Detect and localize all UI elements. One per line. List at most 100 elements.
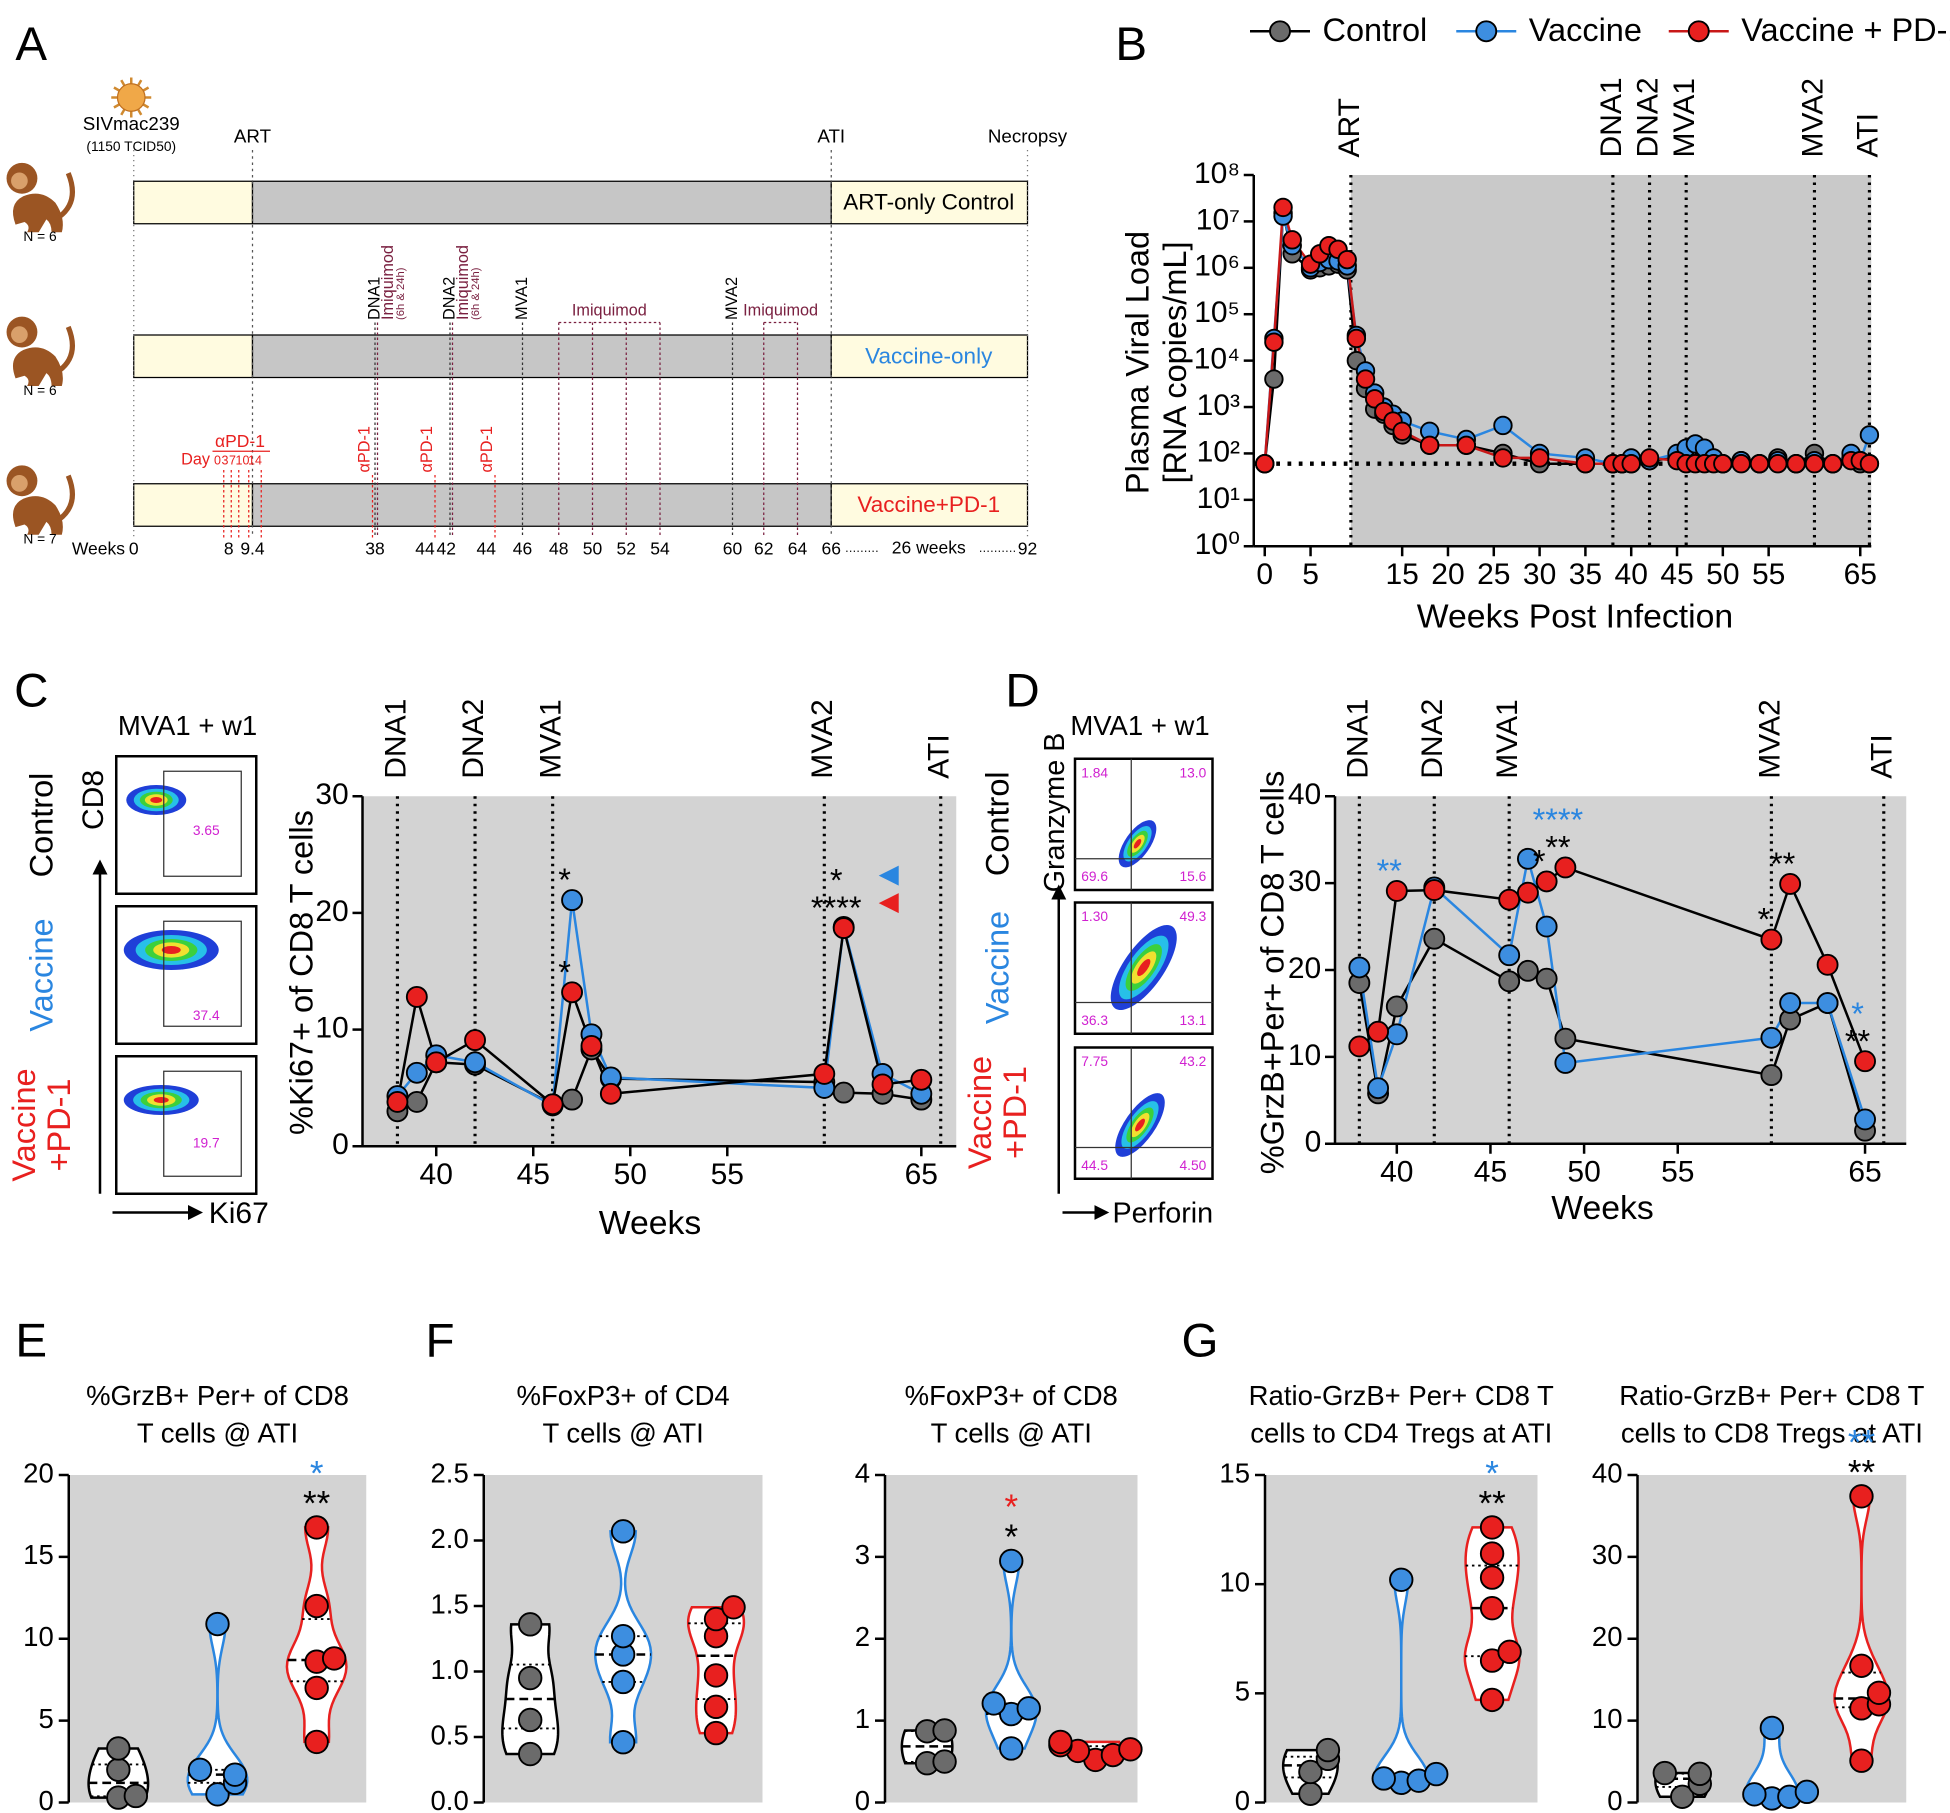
group-n: N = 6	[23, 229, 57, 244]
y-tick-label: 20	[315, 895, 348, 928]
data-point	[1713, 454, 1733, 474]
data-point	[610, 1519, 636, 1544]
data-point	[703, 1720, 729, 1746]
x-tick-label: 55	[1661, 1156, 1694, 1189]
data-point	[721, 1595, 746, 1620]
data-point	[1423, 879, 1446, 902]
flow-row-label: +PD-1	[41, 1078, 77, 1171]
y-tick-label: 30	[1288, 865, 1321, 898]
panel-letter: G	[1182, 1314, 1219, 1367]
vaccine-label: MVA1	[513, 277, 531, 320]
ati-bar	[830, 483, 1029, 527]
data-point	[1385, 995, 1408, 1018]
data-point	[610, 1669, 636, 1695]
data-point	[321, 1646, 347, 1671]
y-tick-label: 10	[1288, 1039, 1321, 1072]
event-label: MVA1	[535, 699, 568, 778]
monkey-icon	[7, 317, 73, 386]
data-point	[1355, 369, 1376, 389]
x-tick-label: 50	[614, 1158, 647, 1191]
data-point	[1497, 1639, 1522, 1665]
milestone-label: ART	[234, 125, 272, 146]
y-tick-label: 10⁵	[1194, 296, 1240, 329]
data-point	[205, 1782, 230, 1807]
data-point	[703, 1663, 729, 1688]
data-point	[561, 1088, 583, 1111]
data-point	[981, 1691, 1006, 1716]
y-tick-label: 0	[1607, 1785, 1622, 1813]
data-point	[304, 1675, 329, 1701]
data-point	[1479, 1515, 1505, 1540]
chart-title: %GrzB+ Per+ of CD8	[86, 1380, 349, 1411]
data-point	[1298, 1781, 1323, 1806]
data-point	[1786, 454, 1806, 474]
legend-label: Control	[1323, 12, 1428, 48]
data-point	[1816, 992, 1839, 1014]
y-tick-label: 1.0	[431, 1654, 469, 1685]
event-label: DNA2	[1631, 77, 1664, 157]
data-point	[1768, 454, 1788, 474]
ati-bar	[830, 334, 1029, 379]
plot-background	[1350, 175, 1872, 547]
data-point	[1554, 1027, 1577, 1050]
data-point	[1804, 454, 1825, 474]
panel-letter: F	[425, 1314, 454, 1367]
flow-quadrant-value: 15.6	[1179, 869, 1206, 884]
apd1-days: 14	[248, 454, 262, 468]
x-tick-label: 55	[1752, 558, 1785, 591]
y-tick-label: 0	[38, 1785, 53, 1813]
y-axis-label: Plasma Viral Load	[1120, 231, 1156, 494]
data-point	[541, 1093, 564, 1116]
virus-dose: (1150 TCID50)	[86, 139, 176, 154]
flow-density	[1133, 839, 1142, 849]
y-tick-label: 1.5	[431, 1588, 469, 1619]
data-point	[1385, 880, 1408, 902]
flow-row-label: Control	[23, 773, 59, 878]
data-point	[1823, 454, 1843, 474]
flow-quadrant-value: 36.3	[1081, 1013, 1108, 1028]
flow-row-label: Vaccine	[23, 918, 59, 1031]
event-label: MVA2	[1753, 699, 1786, 778]
data-point	[1687, 1761, 1712, 1787]
data-point	[599, 1082, 622, 1105]
imiquimod-timing: (6h & 24h)	[395, 267, 407, 320]
data-point	[1337, 249, 1357, 270]
data-point	[1016, 1696, 1041, 1721]
panel-letter: B	[1115, 18, 1147, 71]
event-label: ART	[1333, 98, 1366, 157]
group-label: Vaccine-only	[865, 343, 993, 368]
event-label: MVA2	[1796, 78, 1829, 157]
flow-density	[153, 1097, 169, 1103]
significance-label: *	[1485, 1454, 1499, 1493]
data-point	[304, 1515, 329, 1540]
y-tick-label: 2	[855, 1621, 870, 1652]
flow-quadrant-value: 7.75	[1081, 1054, 1108, 1069]
ati-bar	[830, 180, 1029, 225]
data-point	[1749, 454, 1770, 474]
significance-label: ****	[1533, 802, 1584, 838]
flow-gate	[163, 920, 242, 1027]
y-axis-label: %Ki67+ of CD8 T cells	[283, 810, 319, 1135]
data-point	[610, 1623, 636, 1649]
data-point	[1516, 881, 1539, 904]
week-number: 44	[415, 539, 435, 559]
data-point	[1298, 1759, 1323, 1785]
pre-art-bar	[133, 334, 254, 379]
y-tick-label: 10⁶	[1194, 250, 1240, 283]
significance-arrow	[878, 865, 899, 886]
y-tick-label: 10	[1219, 1566, 1250, 1597]
week-number: 46	[513, 539, 532, 559]
significance-label: *	[830, 863, 843, 899]
data-point	[405, 1090, 428, 1113]
flow-density	[1135, 1118, 1145, 1132]
data-point	[386, 1090, 409, 1113]
data-point	[1794, 1779, 1820, 1805]
y-tick-label: 40	[1592, 1457, 1623, 1488]
event-label: DNA2	[1416, 699, 1449, 779]
data-point	[1652, 1760, 1677, 1786]
flow-quadrant-value: 13.1	[1179, 1013, 1206, 1028]
data-point	[518, 1741, 543, 1767]
art-bar	[251, 483, 832, 527]
chart-title: Ratio-GrzB+ Per+ CD8 T	[1619, 1380, 1924, 1411]
